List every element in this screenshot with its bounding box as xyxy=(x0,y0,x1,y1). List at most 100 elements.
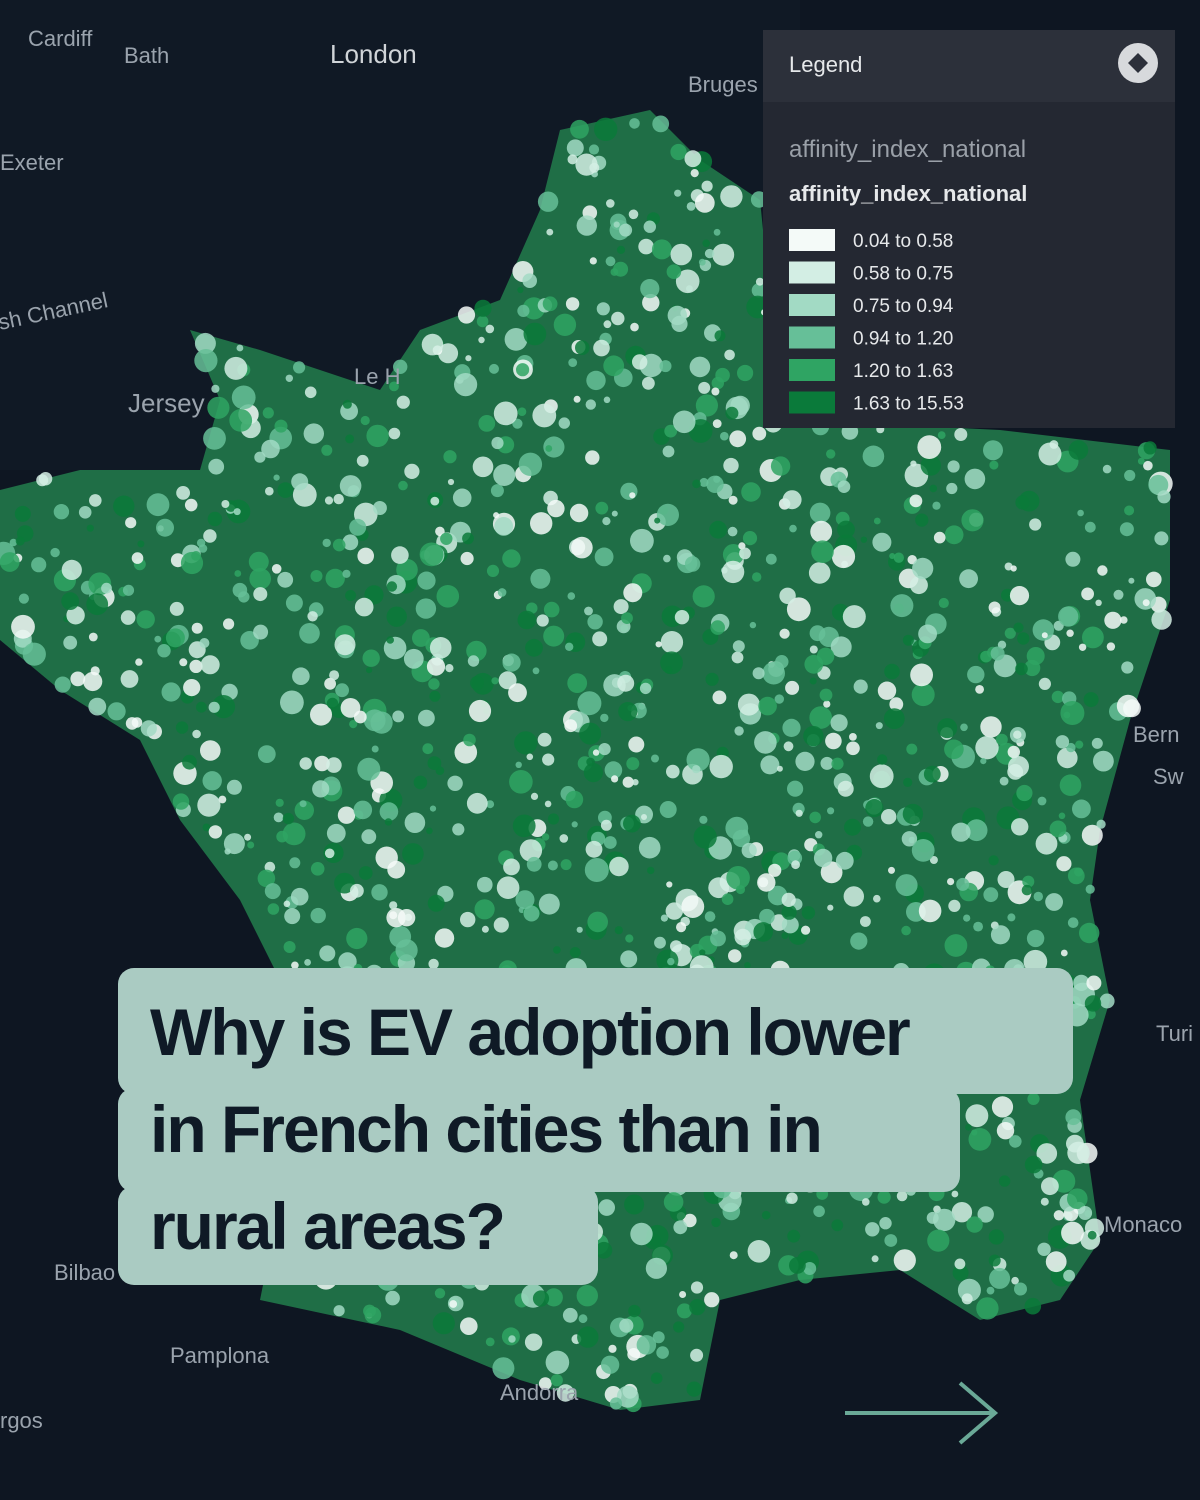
region-dot xyxy=(125,717,139,730)
region-dot xyxy=(975,736,999,760)
region-dot xyxy=(417,571,436,590)
region-dot xyxy=(345,590,357,601)
region-dot xyxy=(426,827,433,835)
region-dot xyxy=(389,911,398,920)
region-dot xyxy=(722,544,744,565)
region-dot xyxy=(231,385,256,410)
region-dot xyxy=(918,899,942,923)
region-dot xyxy=(532,667,540,675)
region-dot xyxy=(565,297,580,311)
region-dot xyxy=(843,886,864,907)
region-dot xyxy=(430,496,440,506)
region-dot xyxy=(815,831,823,839)
region-dot xyxy=(262,407,274,419)
region-dot xyxy=(538,1377,552,1390)
region-dot xyxy=(884,663,900,680)
region-dot xyxy=(632,779,639,786)
region-dot xyxy=(1041,632,1048,639)
region-dot xyxy=(611,311,625,326)
region-dot xyxy=(156,518,174,537)
region-dot xyxy=(1137,457,1145,465)
region-dot xyxy=(1083,692,1099,708)
region-dot xyxy=(709,520,727,539)
region-dot xyxy=(1021,884,1033,896)
region-dot xyxy=(18,593,29,604)
region-dot xyxy=(998,1175,1011,1187)
region-dot xyxy=(545,445,553,452)
region-dot xyxy=(522,273,537,289)
region-dot xyxy=(705,672,719,686)
region-dot xyxy=(831,544,856,569)
region-dot xyxy=(508,683,527,703)
region-dot xyxy=(603,836,617,849)
region-dot xyxy=(342,399,352,409)
region-dot xyxy=(1063,711,1071,719)
region-dot xyxy=(486,800,495,809)
region-dot xyxy=(1067,917,1079,928)
region-dot xyxy=(611,775,619,783)
region-dot xyxy=(831,1219,844,1232)
region-dot xyxy=(651,239,672,260)
region-dot xyxy=(553,946,561,954)
region-dot xyxy=(366,667,373,674)
place-label: Exeter xyxy=(0,150,64,175)
region-dot xyxy=(1061,1221,1084,1245)
region-dot xyxy=(699,815,708,824)
region-dot xyxy=(412,629,430,647)
region-dot xyxy=(476,315,489,328)
region-dot xyxy=(1154,531,1169,546)
region-dot xyxy=(22,642,46,666)
region-dot xyxy=(588,144,600,155)
region-dot xyxy=(249,568,271,590)
region-dot xyxy=(774,694,784,704)
region-dot xyxy=(36,474,49,487)
region-dot xyxy=(253,624,269,640)
region-dot xyxy=(304,386,317,399)
region-dot xyxy=(714,330,726,342)
legend-layer: affinity_index_national xyxy=(789,136,1026,163)
region-dot xyxy=(199,638,210,648)
region-dot xyxy=(584,858,609,882)
region-dot xyxy=(508,1335,516,1343)
next-arrow[interactable] xyxy=(845,1381,999,1445)
region-dot xyxy=(519,839,543,862)
region-dot xyxy=(776,765,783,772)
region-dot xyxy=(827,807,835,815)
region-dot xyxy=(460,551,474,566)
region-dot xyxy=(478,336,485,344)
region-dot xyxy=(489,363,499,374)
region-dot xyxy=(443,450,457,464)
region-dot xyxy=(1075,740,1084,749)
region-dot xyxy=(996,1122,1015,1140)
region-dot xyxy=(606,199,615,208)
region-dot xyxy=(357,757,381,781)
region-dot xyxy=(544,1288,563,1307)
legend-label: 0.58 to 0.75 xyxy=(853,264,953,285)
region-dot xyxy=(1024,659,1041,677)
region-dot xyxy=(386,581,398,592)
region-dot xyxy=(660,914,669,922)
region-dot xyxy=(901,831,918,847)
region-dot xyxy=(294,800,314,820)
region-dot xyxy=(1049,820,1067,838)
region-dot xyxy=(1033,891,1044,902)
region-dot xyxy=(785,680,800,695)
region-dot xyxy=(1120,616,1128,624)
region-dot xyxy=(573,395,581,403)
region-dot xyxy=(477,876,493,893)
region-dot xyxy=(1087,1230,1097,1240)
region-dot xyxy=(385,1290,400,1306)
region-dot xyxy=(1032,619,1055,641)
region-dot xyxy=(1157,490,1171,504)
place-label: Le H xyxy=(354,364,400,389)
region-dot xyxy=(447,478,455,486)
region-dot xyxy=(172,793,190,810)
region-dot xyxy=(655,641,662,648)
legend-panel[interactable]: Legend affinity_index_national affinity_… xyxy=(763,30,1175,428)
region-dot xyxy=(353,710,367,724)
region-dot xyxy=(447,775,463,791)
region-dot xyxy=(872,532,892,552)
region-dot xyxy=(603,355,625,377)
region-dot xyxy=(83,671,103,692)
region-dot xyxy=(283,900,291,908)
